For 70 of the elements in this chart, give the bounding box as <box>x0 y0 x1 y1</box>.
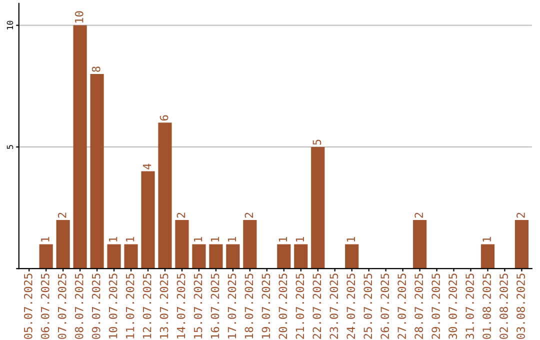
data-label: 1 <box>210 236 220 242</box>
data-label: 6 <box>160 115 168 121</box>
x-tick-label: 19.07.2025 <box>262 274 270 338</box>
data-label: 1 <box>482 236 491 242</box>
x-tick-label: 07.07.2025 <box>58 274 66 339</box>
x-tick-label: 29.07.2025 <box>432 274 440 339</box>
x-tick-label: 11.07.2025 <box>126 274 134 338</box>
bar <box>243 220 257 269</box>
x-tick-label: 17.07.2025 <box>228 274 236 338</box>
data-label: 1 <box>194 236 202 242</box>
data-label: 1 <box>126 236 134 242</box>
data-label: 2 <box>176 212 186 218</box>
x-tick-label: 01.08.2025 <box>482 274 491 339</box>
x-tick-label: 28.07.2025 <box>414 274 424 339</box>
x-tick-label: 25.07.2025 <box>364 274 372 339</box>
bar <box>209 244 223 269</box>
bar <box>175 220 189 269</box>
bar <box>141 171 155 269</box>
data-label: 1 <box>296 236 304 242</box>
data-label: 5 <box>312 140 322 145</box>
x-tick-label: 02.08.2025 <box>500 274 508 339</box>
x-tick-label: 03.08.2025 <box>516 274 525 339</box>
x-tick-label: 26.07.2025 <box>380 274 390 339</box>
x-tick-label: 13.07.2025 <box>160 274 168 338</box>
bar <box>294 244 308 269</box>
x-tick-label: 18.07.2025 <box>244 274 254 338</box>
data-label: 4 <box>142 164 152 170</box>
bar <box>124 244 138 269</box>
bar <box>311 146 325 269</box>
bar <box>158 122 172 269</box>
data-label: 8 <box>92 66 100 72</box>
data-label: 1 <box>228 236 236 242</box>
bar <box>73 25 87 269</box>
x-tick-label: 22.07.2025 <box>312 274 322 339</box>
x-tick-label: 06.07.2025 <box>40 274 50 339</box>
bar <box>412 220 427 269</box>
data-label: 10 <box>74 11 84 23</box>
x-tick-label: 12.07.2025 <box>142 274 152 338</box>
data-label: 1 <box>109 236 118 242</box>
bar <box>39 244 53 269</box>
bar <box>345 244 359 269</box>
x-tick-label: 27.07.2025 <box>398 274 406 339</box>
data-label: 1 <box>278 236 287 242</box>
bar <box>277 244 291 269</box>
x-tick-label: 31.07.2025 <box>466 274 474 339</box>
x-tick-label: 09.07.2025 <box>92 274 100 339</box>
bar <box>90 74 104 269</box>
x-tick-label: 23.07.2025 <box>330 274 338 339</box>
x-tick-label: 30.07.2025 <box>448 274 458 339</box>
bar <box>192 244 206 269</box>
bar <box>107 244 121 269</box>
x-tick-label: 14.07.2025 <box>176 274 186 338</box>
data-label: 2 <box>414 212 423 218</box>
bar <box>480 244 495 269</box>
data-label: 2 <box>516 212 525 218</box>
x-tick-label: 20.07.2025 <box>278 274 288 339</box>
x-tick-label: 16.07.2025 <box>210 274 220 338</box>
bar <box>514 220 529 269</box>
x-tick-label: 24.07.2025 <box>346 274 356 339</box>
x-tick-label: 10.07.2025 <box>108 274 118 338</box>
data-label: 2 <box>58 212 66 218</box>
x-tick-label: 15.07.2025 <box>194 274 202 338</box>
data-label: 1 <box>346 236 355 242</box>
x-tick-label: 21.07.2025 <box>296 274 304 339</box>
data-label: 2 <box>244 212 254 218</box>
x-tick-label: 08.07.2025 <box>74 274 84 339</box>
bar <box>56 220 70 269</box>
bar <box>226 244 240 269</box>
data-label: 1 <box>41 236 50 242</box>
x-tick-label: 05.07.2025 <box>24 274 32 339</box>
